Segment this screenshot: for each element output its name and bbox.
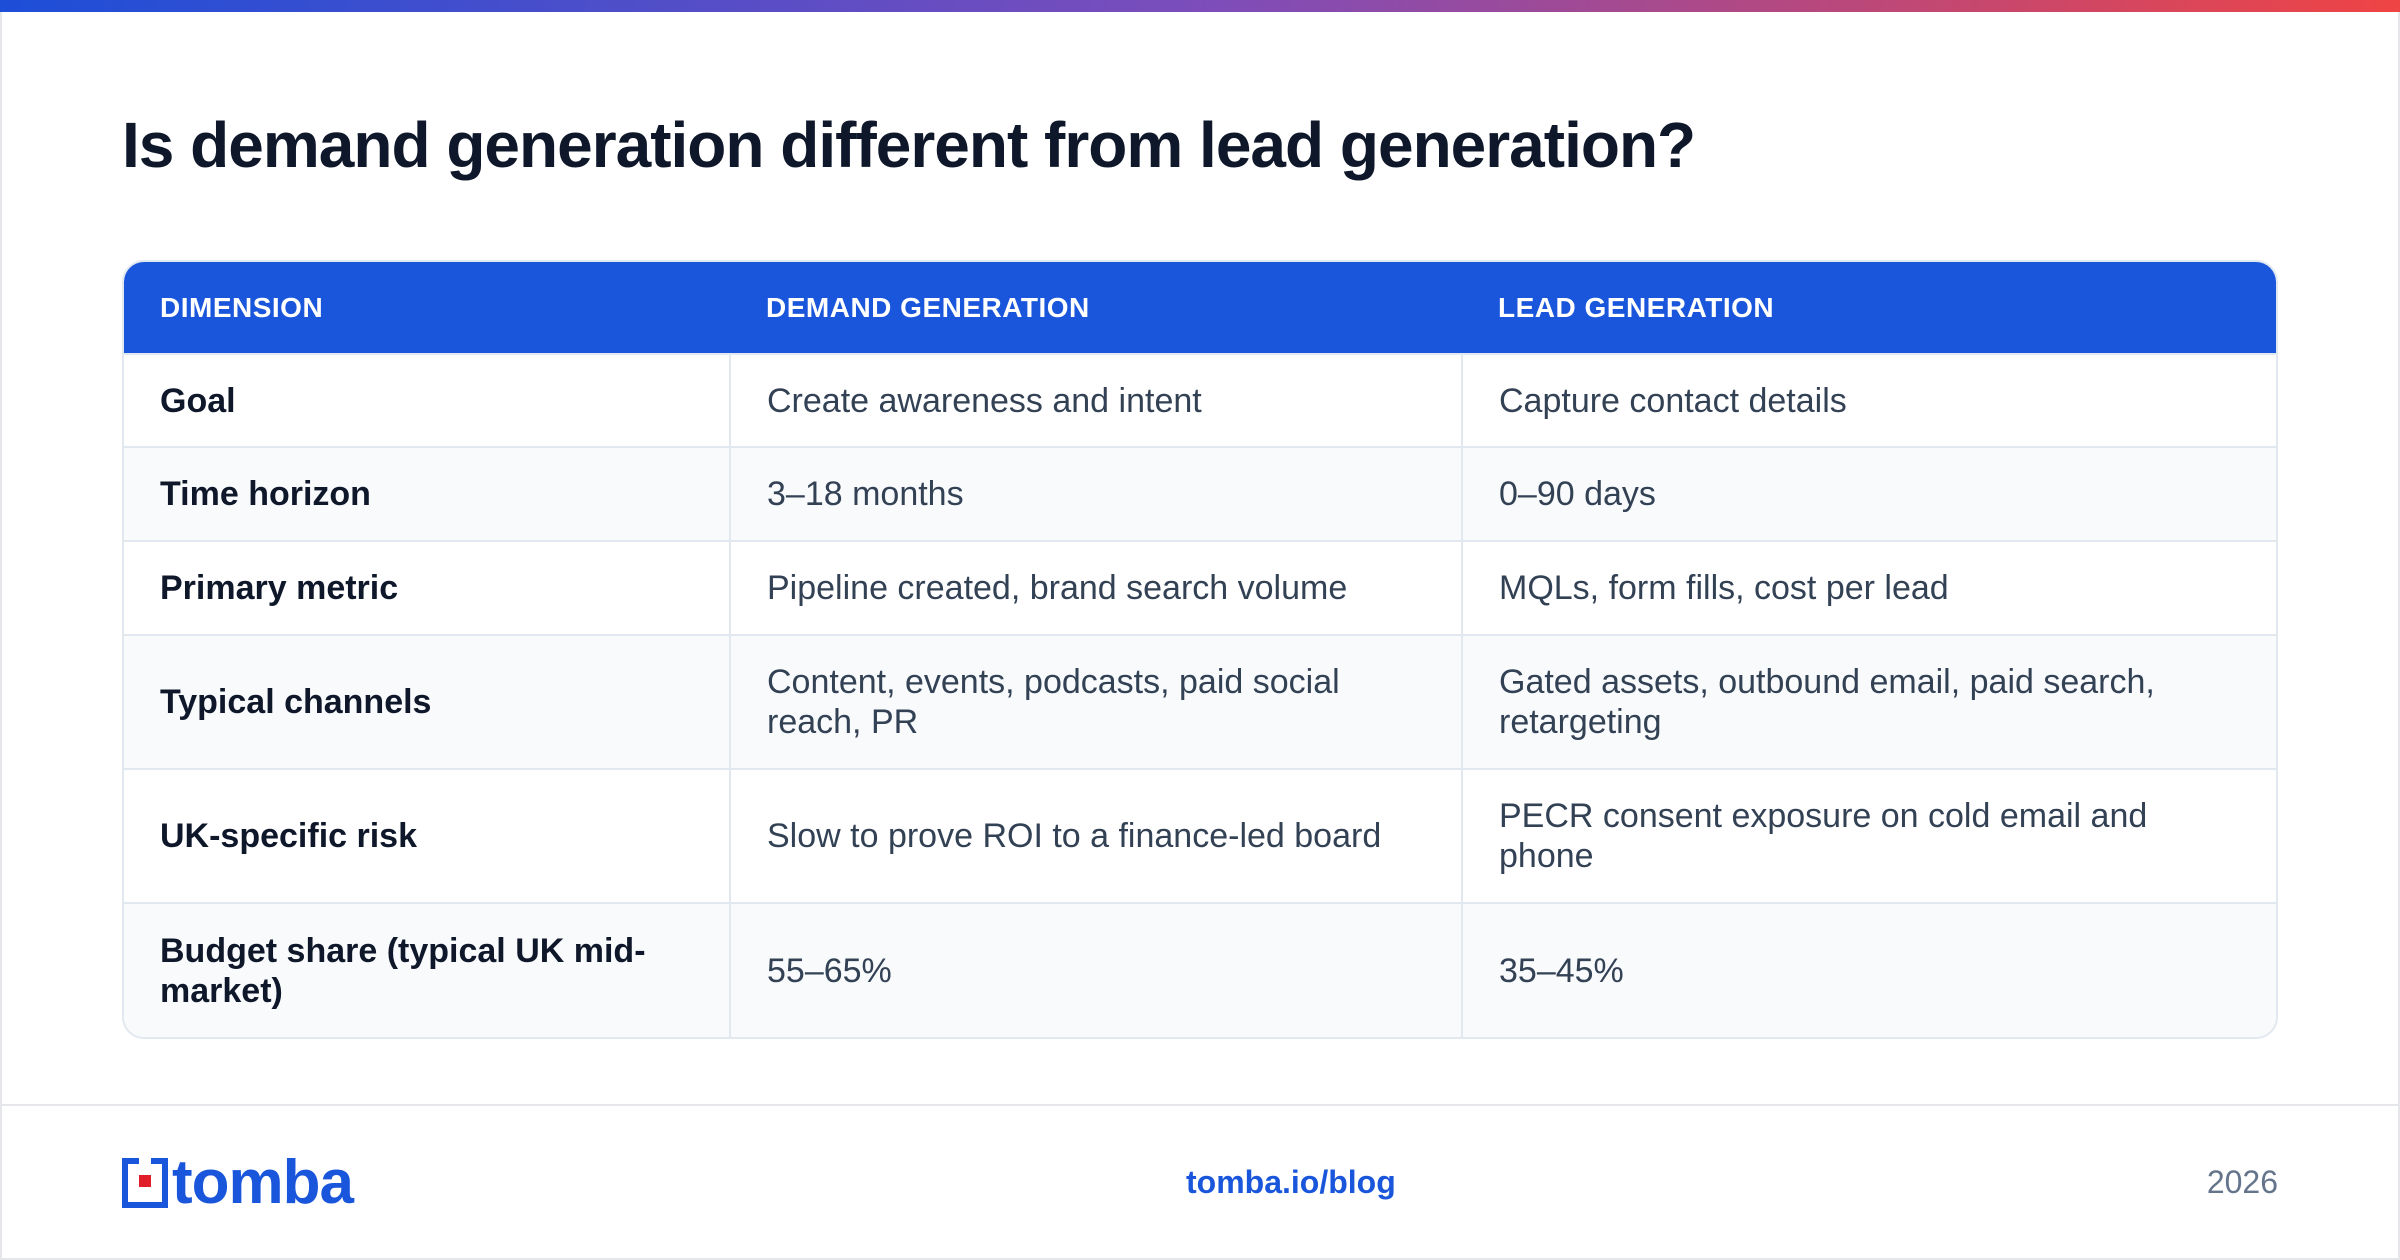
comparison-table: DIMENSION DEMAND GENERATION LEAD GENERAT… <box>122 260 2278 1039</box>
table-header-row: DIMENSION DEMAND GENERATION LEAD GENERAT… <box>124 262 2276 354</box>
row-lead-value: 35–45% <box>1461 903 2276 1037</box>
row-dimension: Budget share (typical UK mid-market) <box>160 931 646 1010</box>
footer-divider <box>0 1104 2400 1106</box>
row-demand-value: 3–18 months <box>729 447 1462 541</box>
row-lead-value: Gated assets, outbound email, paid searc… <box>1461 635 2276 769</box>
table-row: Time horizon 3–18 months 0–90 days <box>124 447 2276 541</box>
row-demand-value: Content, events, podcasts, paid social r… <box>729 635 1462 769</box>
table-row: Budget share (typical UK mid-market) 55–… <box>124 903 2276 1037</box>
logo-wordmark: tomba <box>172 1148 354 1217</box>
page-title: Is demand generation different from lead… <box>122 109 1696 181</box>
table-row: Goal Create awareness and intent Capture… <box>124 354 2276 447</box>
table-row: Primary metric Pipeline created, brand s… <box>124 541 2276 635</box>
row-dimension: Typical channels <box>160 683 432 721</box>
row-dimension: Primary metric <box>160 569 399 607</box>
row-lead-value: MQLs, form fills, cost per lead <box>1461 541 2276 635</box>
header-dimension: DIMENSION <box>160 291 324 323</box>
row-dimension: Goal <box>160 381 236 420</box>
top-gradient-bar <box>0 0 2400 12</box>
row-demand-value: Slow to prove ROI to a finance-led board <box>729 769 1462 903</box>
row-demand-value: Create awareness and intent <box>729 354 1462 447</box>
row-demand-value: Pipeline created, brand search volume <box>729 541 1462 635</box>
table-row: UK-specific risk Slow to prove ROI to a … <box>124 769 2276 903</box>
header-demand-generation: DEMAND GENERATION <box>766 291 1090 323</box>
row-lead-value: Capture contact details <box>1461 354 2276 447</box>
blog-link[interactable]: tomba.io/blog <box>1186 1164 1396 1200</box>
table-row: Typical channels Content, events, podcas… <box>124 635 2276 769</box>
tomba-logo-icon <box>122 1158 168 1208</box>
row-demand-value: 55–65% <box>729 903 1462 1037</box>
row-lead-value: PECR consent exposure on cold email and … <box>1461 769 2276 903</box>
row-dimension: Time horizon <box>160 475 371 513</box>
row-dimension: UK-specific risk <box>160 817 417 855</box>
tomba-logo[interactable]: tomba <box>122 1148 354 1217</box>
row-lead-value: 0–90 days <box>1461 447 2276 541</box>
footer-year: 2026 <box>2206 1164 2278 1200</box>
header-lead-generation: LEAD GENERATION <box>1498 291 1775 323</box>
